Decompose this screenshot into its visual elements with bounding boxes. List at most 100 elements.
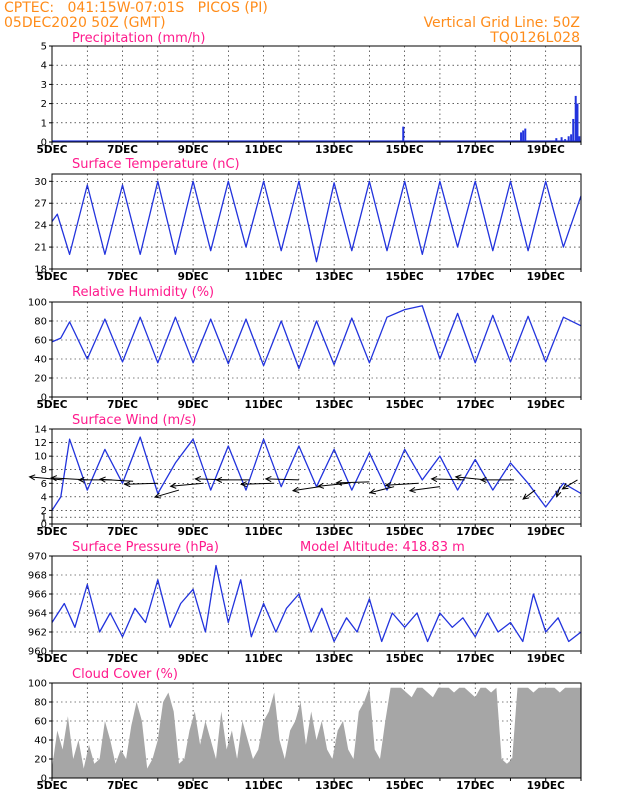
rh-ytick-label: 80: [34, 317, 47, 328]
wind-arrow-head: [264, 475, 272, 483]
temp-title: Surface Temperature (nC): [72, 157, 240, 172]
precip-bar: [570, 134, 573, 142]
precip-xtick-label: 7DEC: [107, 144, 138, 156]
cloud-ytick-label: 40: [34, 736, 47, 747]
cloud-xtick-label: 19DEC: [527, 780, 566, 792]
pres-ytick-label: 970: [28, 552, 47, 563]
wind-arrow-shaft: [431, 478, 465, 481]
pres-ytick-label: 964: [28, 609, 47, 620]
cloud-xtick-label: 9DEC: [178, 780, 209, 792]
wind-title: Surface Wind (m/s): [72, 413, 196, 428]
cloud-xtick-label: 13DEC: [315, 780, 354, 792]
rh-xtick-label: 13DEC: [315, 399, 354, 411]
temp-ytick-label: 18: [34, 265, 47, 276]
precip-ytick-label: 0: [41, 138, 47, 149]
wind-xtick-label: 9DEC: [178, 526, 209, 538]
precip-bar: [578, 136, 581, 142]
wind-arrow-head: [317, 482, 325, 489]
pres-annotation: Model Altitude: 418.83 m: [300, 540, 465, 555]
wind-arrow-shaft: [265, 478, 299, 481]
wind-xtick-label: 17DEC: [456, 526, 495, 538]
cloud-xtick-label: 5DEC: [37, 780, 68, 792]
wind-arrow-shaft: [170, 482, 204, 487]
precip-panel: 0 1 2 3 4 5 5DEC 7DEC 9DEC 11DEC 13DEC 15DEC 17DEC 19…: [37, 42, 582, 156]
precip-bar: [555, 138, 558, 142]
rh-ytick-label: 20: [34, 374, 47, 385]
wind-line: [51, 436, 582, 511]
wind-arrow-head: [169, 482, 177, 489]
rh-panel: 0 20 40 60 80 100 5DEC 7DEC 9DEC 11DEC 13DEC 15DEC 1…: [28, 298, 582, 411]
cloud-ytick-label: 80: [34, 698, 47, 709]
pres-panel: 960 962 964 966 968 970 5DEC 7DEC 9DEC 11DEC 13DEC…: [28, 552, 582, 665]
pres-xtick-label: 13DEC: [315, 653, 354, 665]
wind-arrow-head: [454, 474, 462, 481]
precip-ytick-label: 3: [41, 80, 47, 91]
cloud-title: Cloud Cover (%): [72, 667, 178, 682]
precip-ytick-label: 1: [41, 118, 47, 129]
cloud-panel: 0 20 40 60 80 100 5DEC 7DEC 9DEC 11DEC 13DEC 15DEC 1…: [28, 679, 582, 792]
wind-arrow-head: [240, 481, 247, 488]
pres-xtick-label: 7DEC: [107, 653, 138, 665]
wind-arrow-shaft: [318, 482, 349, 487]
rh-ytick-label: 40: [34, 355, 47, 366]
precip-bar: [522, 130, 525, 142]
temp-xtick-label: 5DEC: [37, 271, 68, 283]
wind-ytick-label: 1: [41, 513, 47, 524]
cloud-ytick-label: 100: [28, 679, 47, 690]
wind-arrow-head: [28, 474, 36, 481]
wind-arrow-head: [215, 476, 223, 483]
rh-ytick-label: 0: [41, 393, 47, 404]
temp-ytick-label: 24: [34, 221, 47, 232]
precip-bar: [574, 95, 577, 142]
precip-frame: [51, 45, 582, 143]
wind-arrow-shaft: [556, 486, 561, 497]
precip-xtick-label: 17DEC: [456, 144, 495, 156]
precip-bar: [567, 136, 570, 142]
rh-ytick-label: 100: [28, 298, 47, 309]
precip-xtick-label: 15DEC: [386, 144, 425, 156]
temp-ytick-label: 21: [34, 243, 47, 254]
wind-ytick-label: 2: [41, 506, 47, 517]
wind-arrow-head: [408, 486, 416, 494]
cloud-area: [52, 687, 581, 778]
wind-arrow-shaft: [154, 489, 180, 498]
wind-ytick-label: 8: [41, 465, 47, 476]
pres-ytick-label: 966: [28, 590, 47, 601]
wind-frame: [51, 428, 582, 525]
precip-bar: [572, 118, 575, 142]
cloud-xtick-label: 15DEC: [386, 780, 425, 792]
temp-xtick-label: 13DEC: [315, 271, 354, 283]
wind-arrow-head: [77, 476, 85, 483]
wind-arrow-shaft: [241, 482, 275, 485]
wind-xtick-label: 11DEC: [244, 526, 283, 538]
header-run: 05DEC2020 50Z (GMT): [4, 15, 166, 31]
wind-arrow-shaft: [124, 482, 158, 485]
cloud-ytick-label: 20: [34, 755, 47, 766]
wind-arrow-shaft: [336, 481, 370, 484]
pres-xtick-label: 11DEC: [244, 653, 283, 665]
pres-ytick-label: 968: [28, 571, 47, 582]
temp-xtick-label: 19DEC: [527, 271, 566, 283]
wind-arrow-head: [291, 486, 299, 493]
wind-arrow-head: [335, 479, 343, 486]
wind-arrow-head: [479, 476, 487, 483]
header-source: CPTEC: 041:15W-07:01S PICOS (PI): [4, 0, 268, 16]
cloud-xtick-label: 11DEC: [244, 780, 283, 792]
precip-xtick-label: 19DEC: [527, 144, 566, 156]
wind-ytick-label: 14: [34, 425, 47, 436]
pres-xtick-label: 19DEC: [527, 653, 566, 665]
precip-xtick-label: 9DEC: [178, 144, 209, 156]
temp-xtick-label: 15DEC: [386, 271, 425, 283]
pres-frame: [51, 555, 582, 652]
wind-arrow-head: [430, 475, 438, 483]
temp-xtick-label: 7DEC: [107, 271, 138, 283]
temp-line: [51, 180, 582, 263]
rh-xtick-label: 15DEC: [386, 399, 425, 411]
wind-arrow-shaft: [369, 486, 395, 494]
precip-bar: [524, 128, 527, 142]
temp-ytick-label: 27: [34, 199, 47, 210]
rh-xtick-label: 7DEC: [107, 399, 138, 411]
rh-frame: [51, 301, 582, 398]
